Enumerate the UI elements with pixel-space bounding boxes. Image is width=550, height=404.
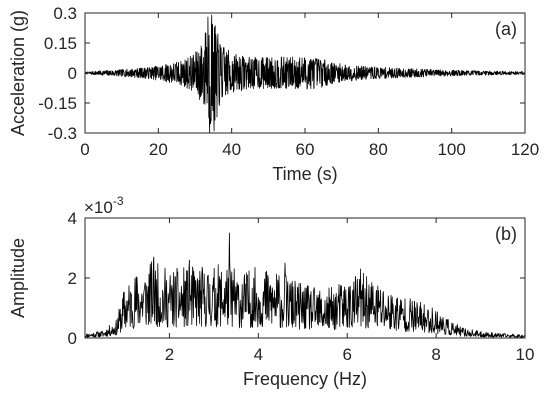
panel-a-y-tick-label: 0.3 — [53, 4, 77, 23]
panel-a-x-tick-label: 0 — [80, 140, 89, 159]
panel-a-x-tick-label: 60 — [296, 140, 315, 159]
panel-a-x-tick-label: 100 — [437, 140, 465, 159]
panel-a-y-tick-label: -0.3 — [48, 124, 77, 143]
panel-b-y-tick-label: 4 — [68, 209, 77, 228]
panel-a-x-tick-label: 20 — [149, 140, 168, 159]
panel-b-x-axis-label: Frequency (Hz) — [243, 369, 367, 389]
panel-a-y-tick-label: 0 — [68, 64, 77, 83]
panel-a-x-tick-label: 120 — [511, 140, 539, 159]
panel-b-x-tick-label: 8 — [431, 345, 440, 364]
panel-a-series-line — [84, 14, 526, 134]
panel-b-y-tick-label: 0 — [68, 329, 77, 348]
panel-b-x-tick-label: 10 — [516, 345, 535, 364]
panel-a-x-tick-label: 80 — [369, 140, 388, 159]
panel-a-label: (a) — [495, 19, 517, 39]
panel-a-x-tick-label: 40 — [222, 140, 241, 159]
panel-a-series-group — [84, 14, 526, 134]
panel-b-ticks: 2 4 6 8 10 0 2 4 — [68, 209, 535, 364]
panel-b-y-axis-label: Amplitude — [8, 238, 28, 318]
panel-a-chart: 0 20 40 60 80 100 120 0.3 0.15 0 -0.15 -0.3 Time (s… — [8, 4, 539, 184]
panel-b-y-exponent: ×10-3 — [84, 194, 124, 217]
panel-a-y-tick-label: 0.15 — [44, 34, 77, 53]
panel-b-x-tick-label: 6 — [342, 345, 351, 364]
panel-b-y-exponent-power: -3 — [113, 194, 124, 208]
panel-a-y-tick-label: -0.15 — [38, 94, 77, 113]
panel-b-chart: 2 4 6 8 10 0 2 4 Frequency (Hz) Amplitude (b) ×… — [8, 194, 534, 389]
panel-b-series-line — [84, 232, 526, 338]
panel-a-y-axis-label: Acceleration (g) — [8, 10, 28, 136]
panel-b-x-tick-label: 2 — [165, 345, 174, 364]
panel-b-x-tick-label: 4 — [254, 345, 263, 364]
panel-a-x-axis-label: Time (s) — [272, 164, 337, 184]
panel-b-y-tick-label: 2 — [68, 269, 77, 288]
panel-b-series-group — [84, 232, 526, 338]
panel-b-label: (b) — [495, 224, 517, 244]
panel-a-ticks: 0 20 40 60 80 100 120 0.3 0.15 0 -0.15 -0.3 — [38, 4, 539, 159]
panel-b-y-exponent-base: ×10 — [84, 198, 113, 217]
